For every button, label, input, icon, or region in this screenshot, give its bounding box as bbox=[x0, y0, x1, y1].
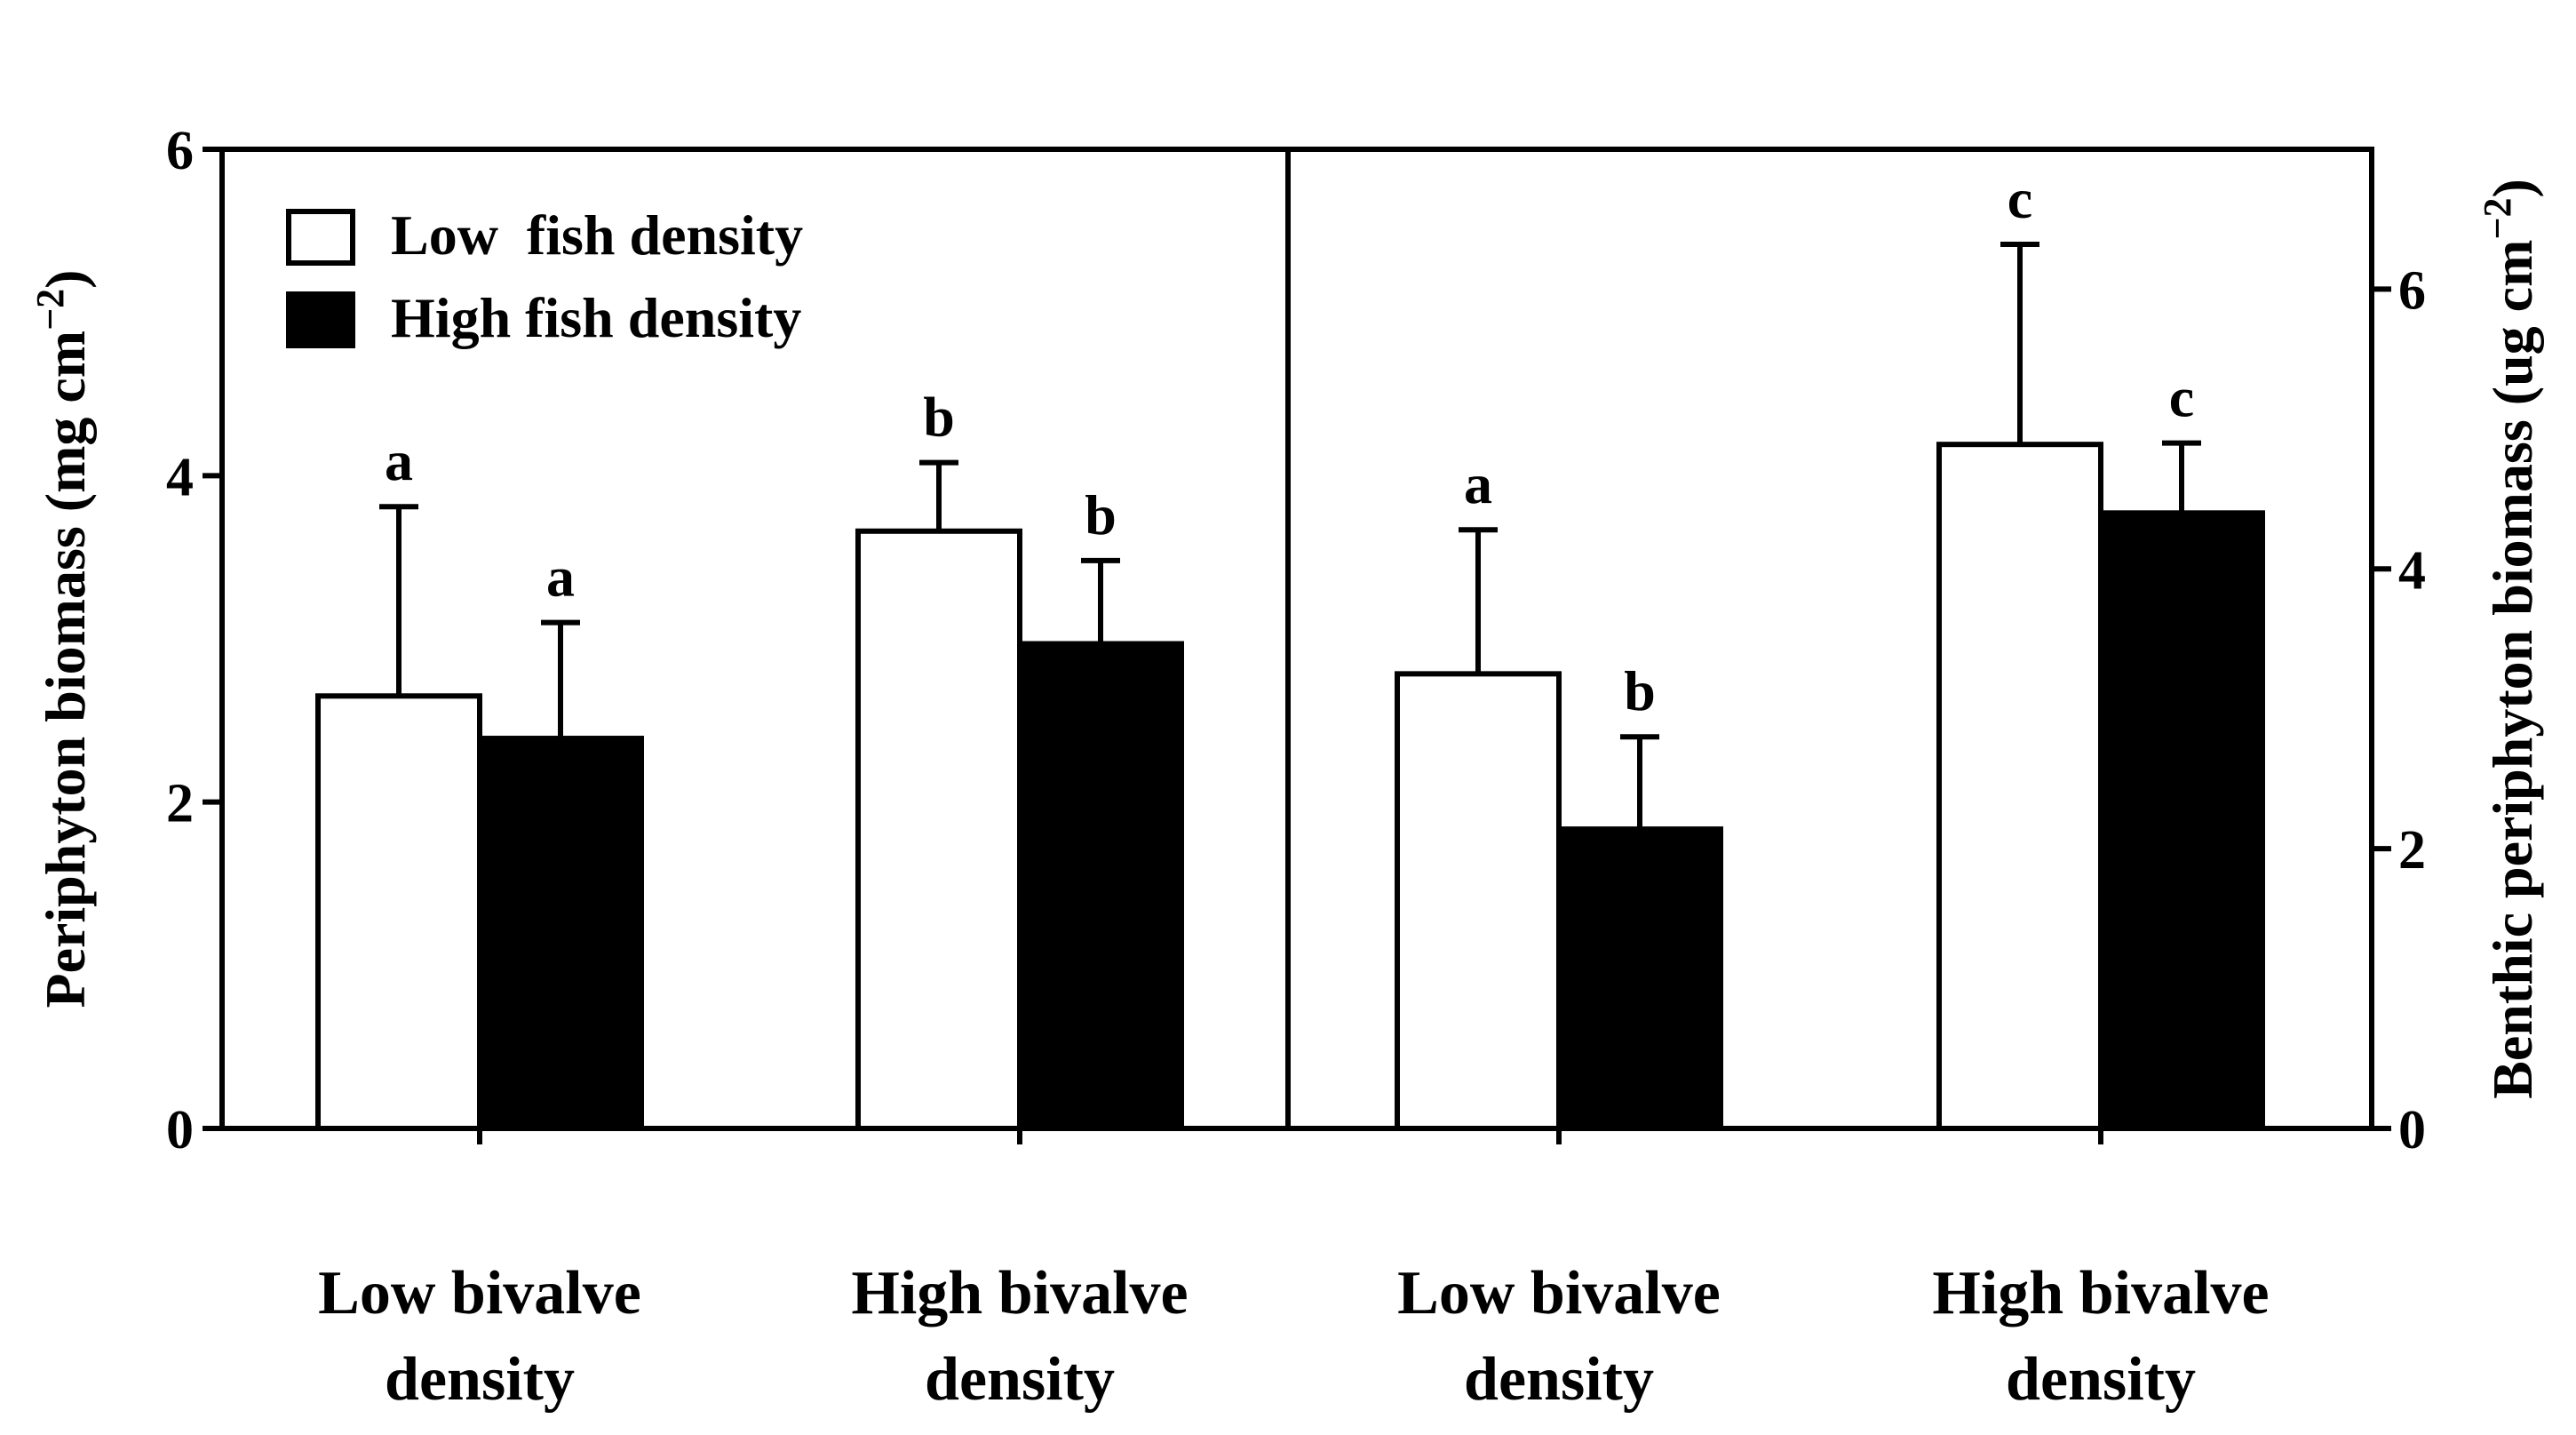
right-significance-letter: c bbox=[2169, 366, 2194, 429]
right-bar bbox=[2098, 510, 2265, 1131]
right-y-axis-title-tail: ) bbox=[2481, 179, 2544, 197]
right-bar bbox=[1395, 671, 1562, 1131]
right-y-tick-label: 4 bbox=[2398, 540, 2426, 601]
left-y-tick-label: 6 bbox=[166, 121, 194, 181]
left-x-tick-label-line1: Low bivalve bbox=[318, 1259, 641, 1327]
left-significance-letter: a bbox=[385, 429, 413, 492]
right-significance-letter: b bbox=[1624, 659, 1656, 722]
left-bar bbox=[315, 693, 482, 1131]
right-y-tick-label: 6 bbox=[2398, 260, 2426, 321]
legend-swatch bbox=[286, 291, 355, 348]
right-significance-letter: c bbox=[2008, 167, 2032, 230]
left-y-tick-label: 0 bbox=[166, 1100, 194, 1160]
left-y-axis-title-main: Periphyton biomass (mg cm bbox=[34, 331, 97, 1008]
right-significance-letter: a bbox=[1464, 452, 1492, 515]
left-significance-letter: b bbox=[1085, 483, 1117, 546]
left-panel: 0 2 4 6 Low bivalve density High bivalve densit… bbox=[28, 121, 1291, 1414]
left-x-tick-label-line2: density bbox=[385, 1345, 575, 1414]
right-x-tick-label-line2: density bbox=[1464, 1345, 1654, 1414]
left-bar bbox=[855, 528, 1022, 1131]
left-y-tick-label: 2 bbox=[166, 774, 194, 834]
right-x-tick-label-line1: High bivalve bbox=[1932, 1259, 2269, 1327]
right-x-tick-label-line2: density bbox=[2006, 1345, 2196, 1414]
legend-swatch bbox=[286, 209, 355, 266]
left-y-axis-title-tail: ) bbox=[34, 269, 97, 288]
right-y-axis-title-sup: −2 bbox=[2476, 198, 2519, 240]
legend-label: Low fish density bbox=[391, 203, 803, 267]
right-y-axis-title: Benthic periphyton biomass (ug cm−2) bbox=[2476, 179, 2544, 1099]
right-plot-frame bbox=[1285, 147, 2374, 1131]
legend: Low fish density High fish density bbox=[286, 203, 803, 349]
left-significance-letter: a bbox=[546, 546, 575, 609]
right-y-tick-label: 2 bbox=[2398, 820, 2426, 881]
left-x-tick-label-line1: High bivalve bbox=[851, 1259, 1188, 1327]
legend-label: High fish density bbox=[391, 286, 801, 349]
right-panel: 0 2 4 6 Low bivalve density High bivalve densit… bbox=[1285, 147, 2544, 1414]
left-y-axis-title-sup: −2 bbox=[28, 289, 72, 331]
right-bar bbox=[1556, 826, 1723, 1131]
left-x-tick-label-line2: density bbox=[925, 1345, 1115, 1414]
left-y-tick-label: 4 bbox=[166, 447, 194, 507]
right-y-tick-label: 0 bbox=[2398, 1100, 2426, 1160]
right-bar bbox=[1936, 442, 2103, 1132]
left-bar bbox=[477, 736, 644, 1132]
left-significance-letter: b bbox=[923, 386, 955, 449]
left-y-axis-title: Periphyton biomass (mg cm−2) bbox=[28, 269, 97, 1008]
right-x-tick-label-line1: Low bivalve bbox=[1397, 1259, 1721, 1327]
right-y-axis-title-main: Benthic periphyton biomass (ug cm bbox=[2481, 240, 2544, 1099]
left-bar bbox=[1017, 641, 1184, 1131]
